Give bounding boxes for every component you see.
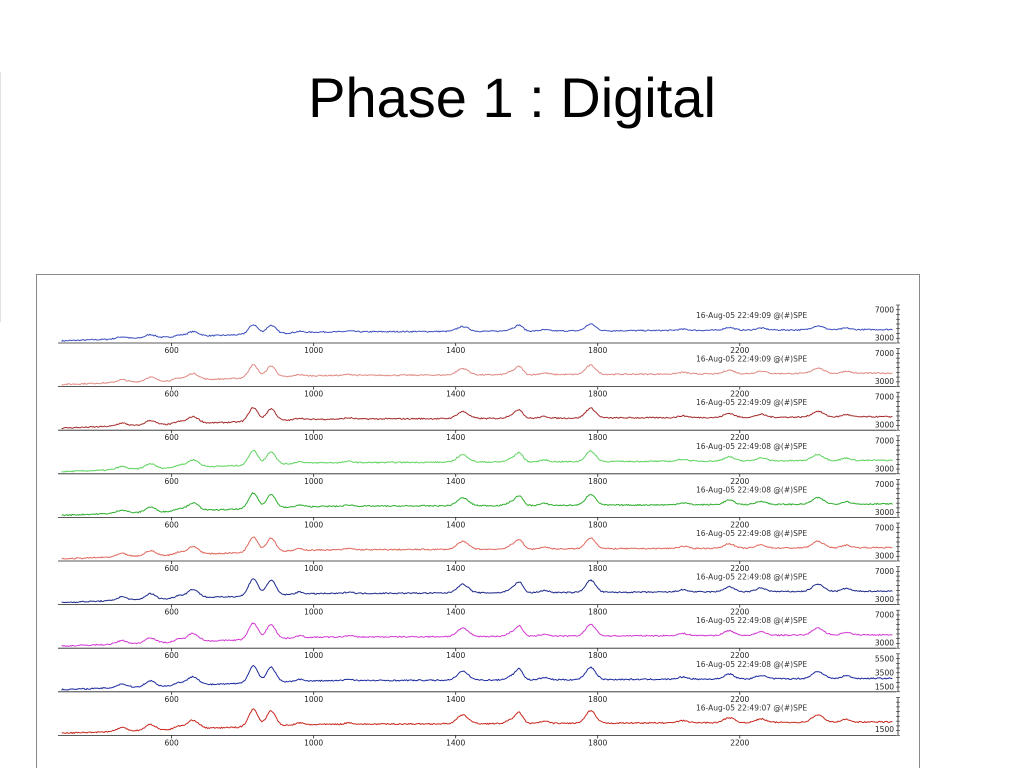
y-tick-label-row-7-0: 7000 [875, 567, 894, 576]
y-tick-label-row-4-0: 7000 [875, 436, 894, 445]
x-tick-label-row-10-1000: 1000 [304, 738, 323, 747]
x-tick-label-row-7-1400: 1400 [446, 608, 465, 617]
x-tick-label-row-2-2200: 2200 [730, 390, 749, 399]
x-tick-label-row-3-1000: 1000 [304, 433, 323, 442]
x-tick-label-row-9-600: 600 [164, 695, 179, 704]
spectrum-timestamp-6: 16-Aug-05 22:49:08 @(#)SPE [696, 529, 807, 538]
x-tick-label-row-8-1000: 1000 [304, 651, 323, 660]
x-tick-label-row-1-600: 600 [164, 346, 179, 355]
x-tick-label-row-10-1400: 1400 [446, 738, 465, 747]
x-tick-label-row-3-1800: 1800 [588, 433, 607, 442]
spectrum-timestamp-4: 16-Aug-05 22:49:08 @(#)SPE [696, 442, 807, 451]
y-tick-label-row-10-0: 1500 [875, 725, 894, 734]
spectrum-trace-5 [61, 492, 893, 517]
x-tick-label-row-5-600: 600 [164, 520, 179, 529]
x-tick-label-row-6-1800: 1800 [588, 564, 607, 573]
spectrum-timestamp-5: 16-Aug-05 22:49:08 @(#)SPE [696, 485, 807, 494]
x-tick-label-row-4-2200: 2200 [730, 477, 749, 486]
spectrum-trace-6 [61, 536, 893, 560]
x-tick-label-row-10-2200: 2200 [730, 738, 749, 747]
x-tick-label-row-5-1000: 1000 [304, 520, 323, 529]
x-tick-label-row-10-1800: 1800 [588, 738, 607, 747]
spectrum-trace-7 [61, 578, 893, 604]
x-tick-label-row-2-1400: 1400 [446, 390, 465, 399]
x-tick-label-row-5-1400: 1400 [446, 520, 465, 529]
x-tick-label-row-7-1800: 1800 [588, 608, 607, 617]
spectrum-timestamp-1: 16-Aug-05 22:49:09 @(#)SPE [696, 311, 807, 320]
x-tick-label-row-9-2200: 2200 [730, 695, 749, 704]
spectrum-timestamp-10: 16-Aug-05 22:49:07 @(#)SPE [696, 703, 807, 712]
y-tick-label-row-3-0: 7000 [875, 393, 894, 402]
x-tick-label-row-8-2200: 2200 [730, 651, 749, 660]
spectrum-timestamp-2: 16-Aug-05 22:49:09 @(#)SPE [696, 355, 807, 364]
spectrum-trace-1 [61, 323, 893, 342]
x-tick-label-row-1-2200: 2200 [730, 346, 749, 355]
x-tick-label-row-2-1800: 1800 [588, 390, 607, 399]
y-tick-label-row-7-1: 3000 [875, 595, 894, 604]
x-tick-label-row-8-1800: 1800 [588, 651, 607, 660]
x-tick-label-row-3-600: 600 [164, 433, 179, 442]
y-tick-label-row-8-0: 7000 [875, 611, 894, 620]
x-tick-label-row-6-1000: 1000 [304, 564, 323, 573]
x-tick-label-row-2-1000: 1000 [304, 390, 323, 399]
spectrum-trace-2 [61, 364, 893, 386]
x-tick-label-row-9-1400: 1400 [446, 695, 465, 704]
x-tick-label-row-8-600: 600 [164, 651, 179, 660]
x-tick-label-row-4-1800: 1800 [588, 477, 607, 486]
spectrum-trace-8 [61, 622, 893, 648]
spectrum-trace-9 [61, 664, 893, 691]
y-tick-label-row-9-2: 1500 [875, 682, 894, 691]
x-tick-label-row-4-1000: 1000 [304, 477, 323, 486]
spectrum-timestamp-9: 16-Aug-05 22:49:08 @(#)SPE [696, 660, 807, 669]
spectrum-timestamp-7: 16-Aug-05 22:49:08 @(#)SPE [696, 573, 807, 582]
x-tick-label-row-1-1400: 1400 [446, 346, 465, 355]
x-tick-label-row-7-2200: 2200 [730, 608, 749, 617]
y-tick-label-row-9-1: 3500 [875, 668, 894, 677]
y-tick-label-row-5-1: 3000 [875, 508, 894, 517]
y-tick-label-row-1-0: 7000 [875, 306, 894, 315]
x-tick-label-row-1-1000: 1000 [304, 346, 323, 355]
x-tick-label-row-3-1400: 1400 [446, 433, 465, 442]
spectrum-trace-3 [61, 406, 893, 430]
y-tick-label-row-2-0: 7000 [875, 349, 894, 358]
spectrum-timestamp-3: 16-Aug-05 22:49:09 @(#)SPE [696, 398, 807, 407]
y-tick-label-row-8-1: 3000 [875, 639, 894, 648]
slide-left-edge [0, 72, 1, 322]
x-tick-label-row-4-1400: 1400 [446, 477, 465, 486]
spectrum-timestamp-8: 16-Aug-05 22:49:08 @(#)SPE [696, 616, 807, 625]
spectra-figure-frame [36, 274, 920, 768]
x-tick-label-row-2-600: 600 [164, 390, 179, 399]
x-tick-label-row-10-600: 600 [164, 738, 179, 747]
x-tick-label-row-6-2200: 2200 [730, 564, 749, 573]
x-tick-label-row-6-1400: 1400 [446, 564, 465, 573]
spectrum-trace-4 [61, 449, 893, 473]
y-tick-label-row-6-0: 7000 [875, 524, 894, 533]
y-tick-label-row-4-1: 3000 [875, 464, 894, 473]
x-tick-label-row-3-2200: 2200 [730, 433, 749, 442]
x-tick-label-row-9-1000: 1000 [304, 695, 323, 704]
slide-title: Phase 1 : Digital [308, 66, 716, 129]
x-tick-label-row-4-600: 600 [164, 477, 179, 486]
y-tick-label-row-3-1: 3000 [875, 421, 894, 430]
x-tick-label-row-5-1800: 1800 [588, 520, 607, 529]
y-tick-label-row-5-0: 7000 [875, 480, 894, 489]
x-tick-label-row-1-1800: 1800 [588, 346, 607, 355]
y-tick-label-row-9-0: 5500 [875, 654, 894, 663]
x-tick-label-row-6-600: 600 [164, 564, 179, 573]
x-tick-label-row-7-1000: 1000 [304, 608, 323, 617]
x-tick-label-row-5-2200: 2200 [730, 520, 749, 529]
x-tick-label-row-7-600: 600 [164, 608, 179, 617]
x-tick-label-row-8-1400: 1400 [446, 651, 465, 660]
spectrum-trace-10 [61, 708, 893, 735]
x-tick-label-row-9-1800: 1800 [588, 695, 607, 704]
y-tick-label-row-6-1: 3000 [875, 552, 894, 561]
y-tick-label-row-2-1: 3000 [875, 377, 894, 386]
y-tick-label-row-1-1: 3000 [875, 334, 894, 343]
